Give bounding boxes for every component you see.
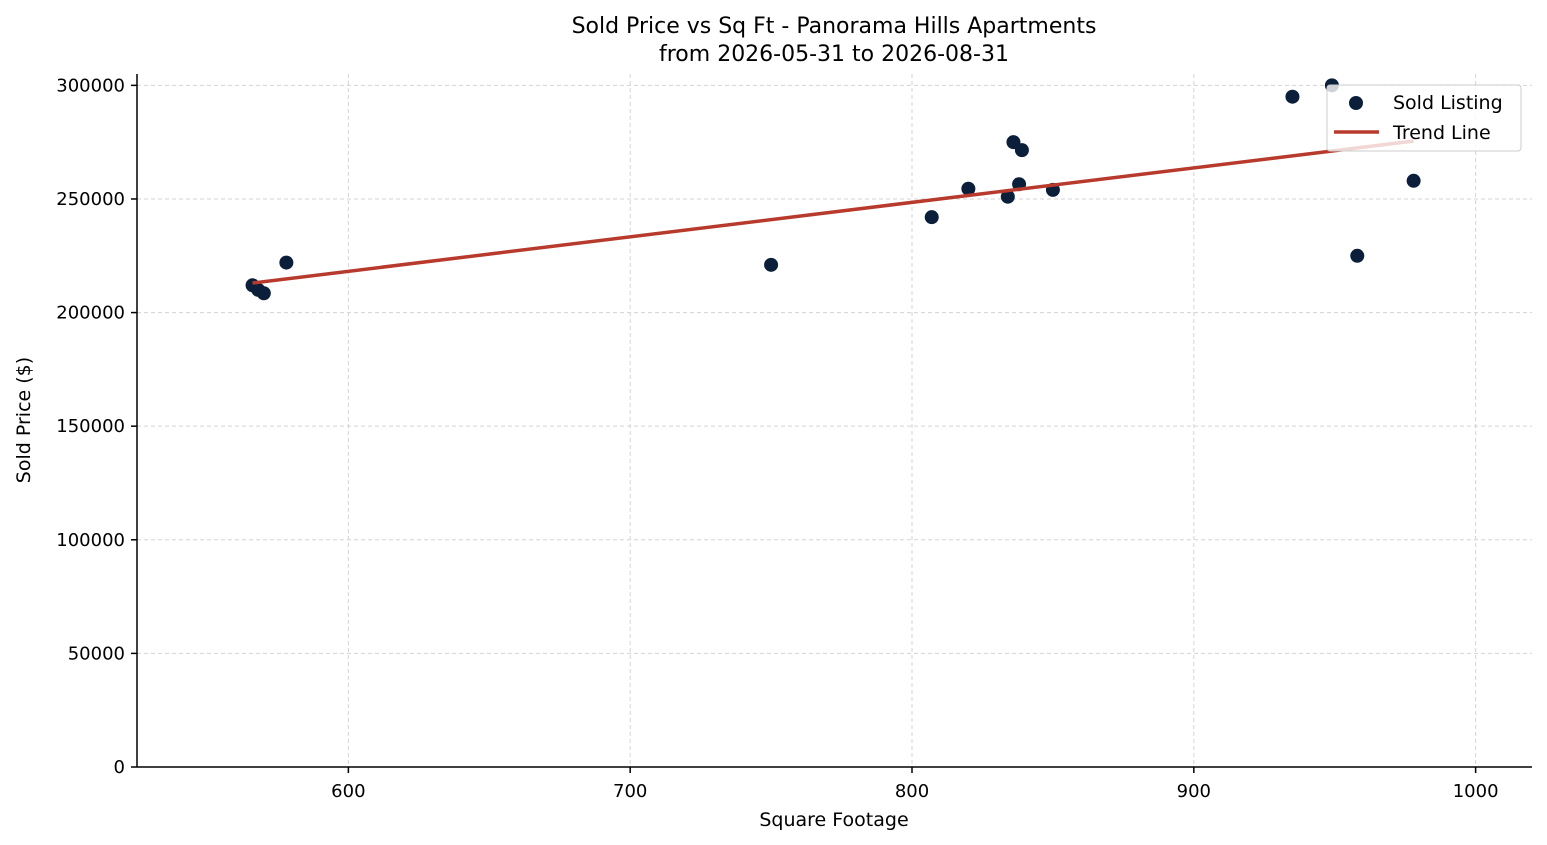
data-point [1000,189,1015,204]
data-series [245,78,1421,301]
x-tick-label: 900 [1177,781,1211,802]
data-point [1350,248,1365,263]
x-tick-label: 600 [331,781,365,802]
y-tick-label: 300000 [56,75,125,96]
legend-box [1326,84,1522,152]
data-point [256,286,271,301]
trend-line [252,139,1414,285]
y-tick-label: 100000 [56,530,125,551]
data-point [961,181,976,196]
legend-label-sold-listing: Sold Listing [1393,92,1503,114]
legend-label-trend-line: Trend Line [1392,122,1491,144]
y-tick-label: 250000 [56,189,125,210]
data-point [924,210,939,225]
y-axis-label: Sold Price ($) [13,357,35,483]
x-axis-label: Square Footage [759,809,908,831]
y-axis-ticks: 0 50000 100000 150000 200000 250000 300000 [56,75,137,778]
y-tick-label: 150000 [56,416,125,437]
data-point [764,257,779,272]
x-tick-label: 1000 [1453,781,1499,802]
y-tick-label: 200000 [56,303,125,324]
legend-marker-sold-listing [1349,96,1363,110]
x-tick-label: 800 [895,781,929,802]
data-point [279,255,294,270]
y-tick-label: 50000 [68,643,125,664]
y-tick-label: 0 [114,757,125,778]
chart-title-line1: Sold Price vs Sq Ft - Panorama Hills Apa… [572,14,1097,39]
grid-lines [137,74,1532,768]
data-point [1285,89,1300,104]
x-axis-ticks: 600 700 800 900 1000 [331,767,1499,802]
data-point [1406,173,1421,188]
legend: Sold Listing Trend Line [1326,84,1522,152]
x-tick-label: 700 [613,781,647,802]
data-point [1014,143,1029,158]
chart-title-line2: from 2026-05-31 to 2026-08-31 [659,42,1009,67]
